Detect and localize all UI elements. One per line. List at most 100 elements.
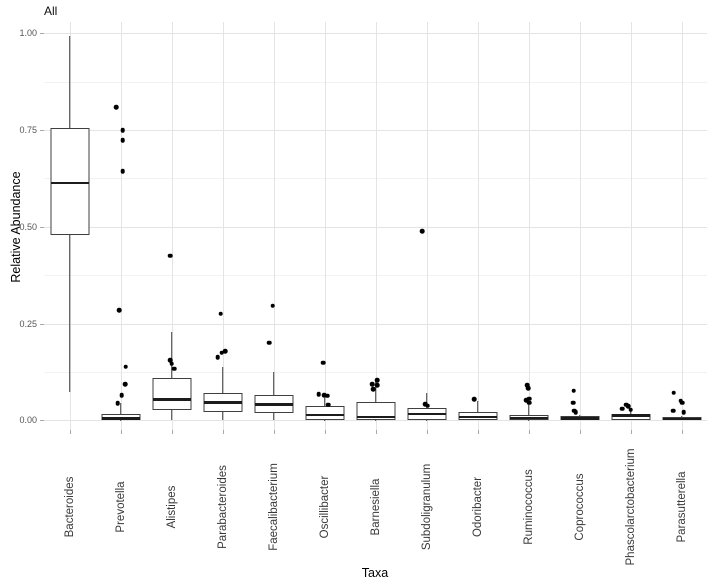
boxplot-upper-whisker bbox=[578, 415, 581, 417]
boxplot-upper-whisker bbox=[425, 393, 428, 408]
outlier-point bbox=[115, 400, 120, 406]
outlier-point bbox=[678, 398, 683, 403]
x-tick-mark bbox=[69, 430, 71, 434]
x-tick-label: Alistipes bbox=[165, 485, 178, 529]
outlier-point bbox=[375, 377, 380, 383]
boxplot-median bbox=[356, 415, 395, 419]
x-tick-mark bbox=[426, 430, 428, 434]
y-tick-label: 1.00 bbox=[19, 28, 37, 39]
outlier-point bbox=[628, 407, 633, 413]
x-axis-title: Taxa bbox=[361, 566, 389, 580]
outlier-point bbox=[215, 354, 220, 360]
category-gridline bbox=[324, 22, 326, 430]
outlier-point bbox=[422, 402, 428, 407]
outlier-point bbox=[120, 169, 125, 174]
outlier-point bbox=[321, 392, 327, 398]
outlier-point bbox=[325, 402, 331, 408]
boxplot-median bbox=[611, 414, 650, 417]
y-tick-mark bbox=[40, 420, 44, 422]
category-gridline bbox=[426, 22, 428, 430]
outlier-point bbox=[123, 364, 128, 369]
x-tick-mark bbox=[120, 430, 122, 434]
outlier-point bbox=[169, 361, 174, 367]
y-tick-mark bbox=[40, 130, 44, 132]
outlier-point bbox=[222, 348, 228, 354]
outlier-point bbox=[113, 104, 119, 110]
outlier-point bbox=[167, 357, 173, 363]
boxplot-upper-whisker bbox=[374, 380, 377, 403]
outlier-point bbox=[523, 397, 529, 403]
category-gridline bbox=[681, 22, 683, 430]
boxplot-lower-whisker bbox=[68, 235, 71, 393]
boxplot-upper-whisker bbox=[119, 403, 122, 415]
boxplot-median bbox=[254, 403, 293, 406]
boxplot-lower-whisker bbox=[272, 412, 275, 421]
boxplot-upper-whisker bbox=[221, 367, 224, 394]
boxplot-box bbox=[152, 377, 191, 410]
outlier-point bbox=[571, 388, 576, 393]
outlier-point bbox=[370, 387, 376, 392]
outlier-point bbox=[471, 397, 477, 402]
category-gridline bbox=[477, 22, 479, 430]
outlier-point bbox=[316, 392, 321, 397]
category-gridline bbox=[375, 22, 377, 430]
boxplot-median bbox=[305, 413, 344, 417]
outlier-point bbox=[625, 404, 631, 409]
x-tick-mark bbox=[630, 430, 632, 434]
x-tick-label: Bacteroides bbox=[63, 476, 76, 538]
category-gridline bbox=[579, 22, 581, 430]
x-tick-label: Phascolarctobacterium bbox=[624, 448, 637, 566]
boxplot-median bbox=[152, 398, 191, 402]
x-tick-label: Odoribacter bbox=[471, 476, 484, 538]
boxplot-upper-whisker bbox=[68, 36, 71, 128]
boxplot-upper-whisker bbox=[272, 371, 275, 396]
boxplot-median bbox=[458, 415, 497, 419]
y-tick-mark bbox=[40, 33, 44, 35]
x-tick-label: Ruminococcus bbox=[522, 469, 535, 545]
outlier-point bbox=[167, 253, 173, 259]
boxplot-median bbox=[101, 417, 140, 421]
outlier-point bbox=[120, 137, 125, 143]
boxplot-upper-whisker bbox=[323, 397, 326, 406]
outlier-point bbox=[573, 409, 578, 415]
category-gridline bbox=[273, 22, 275, 430]
boxplot-box bbox=[305, 405, 344, 420]
category-gridline bbox=[528, 22, 530, 430]
outlier-point bbox=[369, 382, 375, 387]
outlier-point bbox=[116, 307, 122, 313]
x-tick-mark bbox=[171, 430, 173, 434]
outlier-point bbox=[671, 390, 676, 396]
outlier-point bbox=[219, 350, 224, 355]
boxplot-median bbox=[407, 412, 446, 416]
boxplot-lower-whisker bbox=[221, 411, 224, 421]
boxplot-upper-whisker bbox=[527, 400, 530, 416]
x-tick-label: Parasutterella bbox=[675, 471, 688, 543]
outlier-point bbox=[120, 127, 125, 133]
x-tick-mark bbox=[375, 430, 377, 434]
outlier-point bbox=[570, 400, 576, 406]
y-tick-mark bbox=[40, 323, 44, 325]
boxplot-median bbox=[662, 417, 701, 421]
outlier-point bbox=[526, 396, 532, 401]
outlier-point bbox=[524, 383, 530, 388]
x-tick-mark bbox=[273, 430, 275, 434]
x-tick-label: Barnesiella bbox=[369, 478, 382, 536]
x-tick-mark bbox=[477, 430, 479, 434]
outlier-point bbox=[526, 400, 532, 406]
y-tick-mark bbox=[40, 226, 44, 228]
x-tick-mark bbox=[222, 430, 224, 434]
y-tick-label: 0.50 bbox=[19, 221, 37, 232]
y-tick-label: 0.75 bbox=[19, 125, 37, 136]
boxplot-lower-whisker bbox=[323, 419, 326, 421]
outlier-point bbox=[320, 360, 326, 365]
outlier-point bbox=[122, 382, 128, 387]
outlier-point bbox=[171, 366, 177, 372]
x-tick-mark bbox=[324, 430, 326, 434]
x-tick-label: Oscillibacter bbox=[318, 475, 331, 539]
boxplot-median bbox=[203, 401, 242, 404]
x-tick-label: Subdoligranulum bbox=[420, 463, 433, 551]
y-tick-label: 0.25 bbox=[19, 318, 37, 329]
outlier-point bbox=[681, 409, 686, 415]
